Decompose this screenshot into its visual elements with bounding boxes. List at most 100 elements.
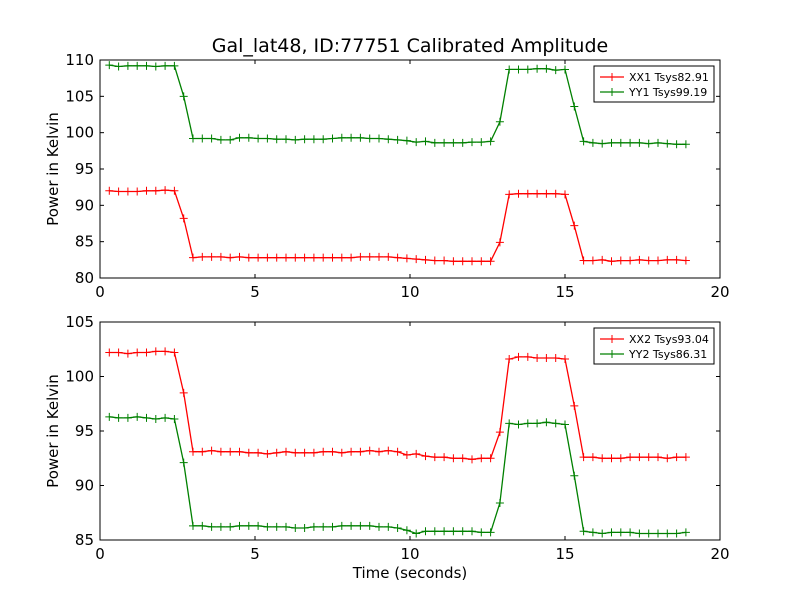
data-point (505, 355, 514, 364)
data-point (477, 257, 486, 266)
data-point (440, 256, 449, 265)
data-point (468, 455, 476, 464)
data-point (430, 453, 439, 462)
data-point (626, 138, 635, 147)
data-point (365, 134, 374, 143)
data-point (189, 134, 197, 143)
y-tick-label: 105 (65, 313, 94, 331)
data-point (235, 447, 244, 456)
data-point (458, 257, 467, 266)
data-point (347, 521, 356, 530)
data-point (300, 524, 309, 533)
data-point (458, 138, 467, 147)
data-point (151, 186, 160, 195)
data-point (579, 453, 588, 462)
data-point (347, 253, 356, 262)
legend-box (593, 65, 715, 103)
data-point (244, 448, 253, 457)
data-point (216, 135, 225, 144)
data-point (607, 454, 616, 463)
legend-label: XX1 Tsys82.91 (629, 71, 709, 84)
x-tick-label: 15 (555, 545, 574, 563)
data-point (588, 453, 597, 462)
data-point (672, 140, 681, 149)
data-point (337, 448, 346, 457)
data-point (607, 528, 616, 537)
data-point (402, 136, 411, 145)
data-point (300, 448, 309, 457)
data-point (393, 524, 402, 533)
data-point (356, 252, 365, 261)
data-point (421, 255, 430, 264)
data-point (533, 189, 542, 198)
data-point (319, 253, 328, 262)
legend-marker (608, 88, 616, 96)
data-point (151, 62, 160, 71)
data-point (309, 135, 318, 144)
data-point (235, 133, 244, 142)
data-point (170, 348, 179, 357)
data-point (337, 133, 346, 142)
data-point (105, 186, 114, 195)
data-point (375, 134, 383, 143)
y-axis-label: Power in Kelvin (44, 112, 62, 226)
data-point (654, 529, 662, 538)
y-tick-label: 95 (75, 422, 94, 440)
data-point (412, 449, 421, 458)
data-point (449, 257, 458, 266)
x-tick-label: 5 (250, 545, 260, 563)
data-point (254, 253, 263, 262)
data-point (681, 256, 690, 265)
data-point (561, 355, 569, 364)
data-point (263, 522, 272, 531)
data-point (235, 521, 244, 530)
data-point (626, 528, 635, 537)
data-point (681, 453, 690, 462)
data-point (291, 448, 300, 457)
data-point (123, 349, 132, 358)
data-point (644, 529, 653, 538)
data-point (663, 139, 672, 148)
plot-frame (99, 59, 721, 279)
data-point (226, 135, 235, 144)
data-point (681, 528, 690, 537)
data-point (375, 447, 383, 456)
data-point (142, 348, 151, 357)
data-point (384, 252, 393, 261)
data-point (626, 256, 635, 265)
data-point (542, 353, 551, 362)
data-point (282, 522, 290, 531)
y-tick-label: 80 (75, 269, 94, 287)
data-point (635, 255, 644, 264)
data-point (486, 257, 495, 266)
data-point (337, 253, 346, 262)
data-point (468, 138, 476, 147)
data-point (393, 447, 402, 456)
data-point (495, 238, 504, 247)
data-point (430, 256, 439, 265)
data-point (151, 415, 160, 424)
data-point (179, 388, 188, 397)
data-point (328, 134, 337, 143)
data-point (412, 255, 421, 264)
data-point (579, 137, 588, 146)
data-point (523, 419, 532, 428)
data-point (272, 135, 281, 144)
data-point (430, 527, 439, 536)
data-point (263, 253, 272, 262)
data-point (235, 252, 244, 261)
data-point (607, 138, 616, 147)
data-point (616, 138, 625, 147)
data-point (142, 186, 151, 195)
data-point (616, 528, 625, 537)
data-point (654, 453, 662, 462)
data-point (216, 447, 225, 456)
data-point (570, 401, 579, 410)
data-point (598, 454, 607, 463)
data-point (198, 521, 207, 530)
data-point (300, 253, 309, 262)
data-point (430, 138, 439, 147)
y-tick-label: 85 (75, 233, 94, 251)
data-point (365, 521, 374, 530)
data-point (347, 447, 356, 456)
